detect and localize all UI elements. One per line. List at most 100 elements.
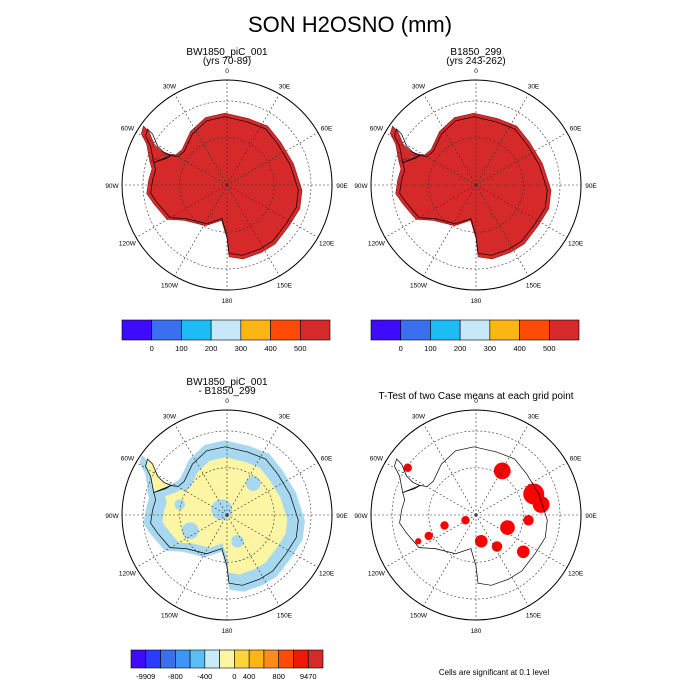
map-border (121, 79, 333, 291)
significant-cell (500, 520, 515, 535)
longitude-label: 120E (319, 241, 335, 248)
significant-cell (493, 462, 511, 480)
longitude-line (423, 184, 477, 277)
longitude-label: 60E (321, 126, 333, 133)
continent-fill (395, 112, 552, 260)
peninsula-coastline (145, 458, 172, 494)
longitude-line (423, 93, 477, 186)
longitude-label: 90E (585, 183, 597, 190)
longitude-label: 90E (336, 513, 348, 520)
longitude-line (135, 184, 228, 238)
blue-patch (245, 476, 261, 491)
longitude-line (384, 514, 477, 568)
longitude-label: 90E (585, 513, 597, 520)
footnote: Cells are significant at 0.1 level (439, 668, 550, 677)
colorbar-label: 200 (205, 344, 218, 353)
longitude-line (135, 132, 228, 186)
longitude-label: 60W (370, 456, 384, 463)
longitude-line (475, 514, 568, 568)
significant-cell (532, 496, 550, 513)
map-border (121, 409, 333, 621)
colorbars: 0 100 200 300 400 500 0 100 200 300 400 500 -9909 -80… (121, 319, 580, 681)
longitude-line (226, 184, 280, 277)
colorbar-swatch (370, 319, 402, 341)
map-panel-case2: B1850_299(yrs 243-262)0 30E 60E 90E 120E 150E… (354, 47, 597, 305)
colorbar-swatch (181, 319, 212, 341)
longitude-label: 60W (370, 126, 384, 133)
longitude-label: 30W (163, 83, 177, 90)
main-title: SON H2OSNO (mm) (248, 12, 452, 37)
longitude-label: 30W (412, 413, 426, 420)
panel-title: B1850_299 (450, 47, 502, 58)
latitude-circle (428, 137, 524, 233)
significant-cell (424, 531, 433, 541)
colorbar-label: 400 (513, 344, 526, 353)
longitude-label: 0 (474, 398, 478, 405)
colorbar-diff: -9909 -800 -400 0 400 800 9470 (130, 649, 324, 681)
significant-cell (403, 463, 412, 472)
blue-patch (211, 499, 233, 521)
longitude-label: 120E (319, 571, 335, 578)
colorbar-label: 400 (243, 672, 256, 681)
longitude-label: 180 (222, 628, 233, 635)
longitude-label: 150W (410, 283, 428, 290)
colorbar-label: -400 (197, 672, 212, 681)
longitude-line (475, 184, 529, 277)
longitude-line (475, 93, 529, 186)
longitude-label: 150W (161, 613, 179, 620)
longitude-line (384, 184, 477, 238)
colorbar-label: 500 (294, 344, 307, 353)
colorbar-swatch (293, 649, 309, 669)
colorbar-swatch (175, 649, 191, 669)
peninsula-coastline (394, 128, 421, 164)
colorbar-label: 0 (150, 344, 154, 353)
longitude-line (475, 462, 568, 516)
colorbar-swatch (189, 649, 206, 669)
longitude-label: 30E (528, 83, 540, 90)
longitude-label: 60W (121, 126, 135, 133)
longitude-line (226, 132, 319, 186)
colorbar-label: 100 (175, 344, 188, 353)
longitude-label: 60E (570, 456, 582, 463)
longitude-line (135, 462, 228, 516)
longitude-label: 30E (279, 83, 291, 90)
colorbar-swatch (548, 319, 580, 341)
colorbar-swatch (307, 649, 324, 669)
colorbar-swatch (151, 319, 182, 341)
longitude-label: 90W (354, 513, 368, 520)
longitude-label: 120W (368, 241, 386, 248)
map-panel-ttest: T-Test of two Case means at each grid po… (354, 391, 597, 635)
longitude-line (384, 462, 477, 516)
significant-cell (491, 541, 503, 552)
longitude-label: 150E (526, 613, 542, 620)
longitude-line (475, 423, 529, 516)
significant-cell (474, 534, 488, 548)
significant-cell (440, 521, 449, 530)
panel-subtitle: (yrs 70-89) (203, 56, 251, 67)
map-panel-case1: BW1850_piC_001(yrs 70-89)0 30E 60E 90E 120E 1… (105, 47, 348, 305)
colorbar-swatch (278, 649, 294, 669)
panel-subtitle: - B1850_299 (198, 386, 256, 397)
blue-patch (231, 534, 244, 548)
longitude-label: 150W (161, 283, 179, 290)
longitude-label: 180 (471, 298, 482, 305)
longitude-line (475, 514, 529, 607)
latitude-circle (428, 467, 524, 563)
blue-patch (174, 499, 185, 510)
longitude-line (475, 132, 568, 186)
colorbar-label: -800 (168, 672, 183, 681)
map-panels: BW1850_piC_001(yrs 70-89)030E60E90E120E1… (105, 47, 597, 635)
longitude-label: 150E (277, 283, 293, 290)
colorbar-swatch (234, 649, 250, 669)
longitude-line (226, 514, 280, 607)
longitude-label: 30E (279, 413, 291, 420)
significant-cell (523, 515, 534, 526)
longitude-label: 60E (570, 126, 582, 133)
longitude-line (226, 93, 280, 186)
colorbar-swatch (430, 319, 461, 341)
blue-patch (181, 522, 199, 540)
longitude-label: 120E (568, 241, 584, 248)
longitude-label: 120W (119, 241, 137, 248)
colorbar-label: 800 (272, 672, 285, 681)
colorbar-swatch (248, 649, 265, 669)
